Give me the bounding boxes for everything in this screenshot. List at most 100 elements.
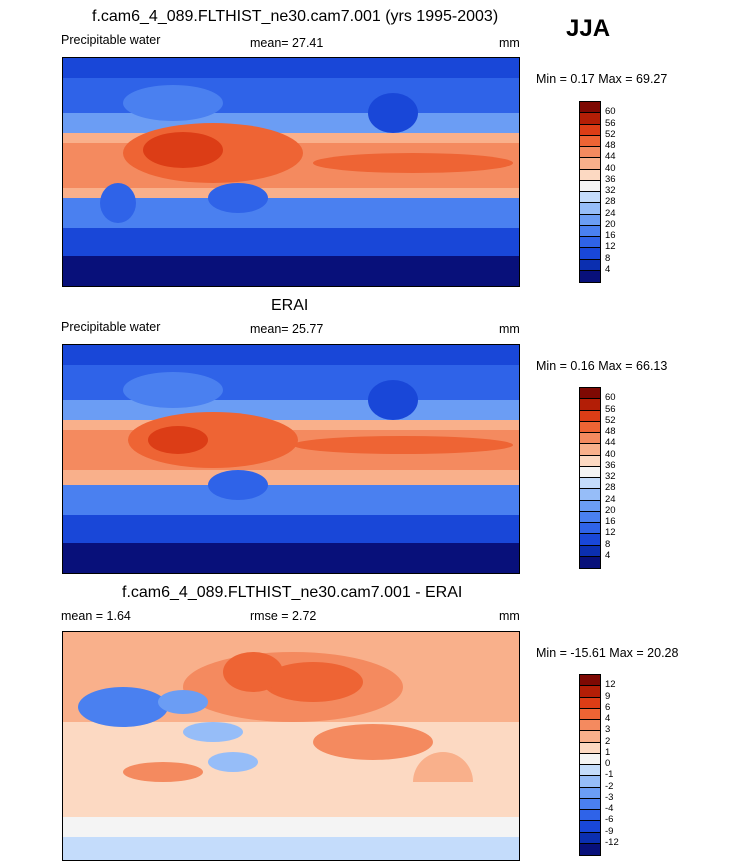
colorbar-tick-label: 4 xyxy=(605,263,611,275)
colorbar-tick-label: 2 xyxy=(605,735,611,747)
colorbar-tick-label: -12 xyxy=(605,836,619,848)
colorbar-box xyxy=(580,203,600,215)
panel-3-colorbar xyxy=(579,674,601,856)
colorbar-box xyxy=(580,810,600,822)
colorbar-tick-label: 52 xyxy=(605,414,616,426)
colorbar-tick-label: 8 xyxy=(605,252,611,264)
colorbar-box xyxy=(580,259,600,271)
panel-3-map-field xyxy=(63,632,519,860)
colorbar-box xyxy=(580,466,600,478)
colorbar-box xyxy=(580,686,600,698)
colorbar-box xyxy=(580,765,600,777)
colorbar-tick-label: 44 xyxy=(605,151,616,163)
colorbar-tick-label: 3 xyxy=(605,724,611,736)
colorbar-tick-label: 28 xyxy=(605,482,616,494)
colorbar-tick-label: -4 xyxy=(605,803,614,814)
season-label: JJA xyxy=(566,15,611,42)
colorbar-tick-label: 24 xyxy=(605,207,616,219)
panel-2-map-field xyxy=(63,345,519,573)
panel-2-map xyxy=(62,344,520,574)
colorbar-box xyxy=(580,478,600,490)
colorbar-box xyxy=(580,720,600,732)
colorbar-tick-label: 1 xyxy=(605,746,611,758)
colorbar-tick-label: 60 xyxy=(605,106,616,118)
colorbar-box xyxy=(580,675,600,687)
colorbar-tick-label: 9 xyxy=(605,690,611,702)
colorbar-tick-label: -6 xyxy=(605,814,614,826)
panel-3-rmse-label: rmse = 2.72 xyxy=(250,609,317,623)
colorbar-tick-label: 48 xyxy=(605,426,616,437)
colorbar-tick-label: 36 xyxy=(605,173,616,185)
colorbar-box xyxy=(580,523,600,535)
colorbar-box xyxy=(580,410,600,422)
panel-2-units-label: mm xyxy=(499,322,520,336)
colorbar-tick-label: 4 xyxy=(605,713,611,724)
panel-3-units-label: mm xyxy=(499,609,520,623)
panel-3-minmax-label: Min = -15.61 Max = 20.28 xyxy=(536,646,679,660)
colorbar-tick-label: 44 xyxy=(605,437,616,449)
colorbar-box xyxy=(580,102,600,114)
colorbar-tick-label: 32 xyxy=(605,471,616,482)
colorbar-box xyxy=(580,158,600,170)
colorbar-box xyxy=(580,787,600,799)
colorbar-box xyxy=(580,556,600,568)
panel-1-title: f.cam6_4_089.FLTHIST_ne30.cam7.001 (yrs … xyxy=(92,8,499,25)
colorbar-tick-label: 36 xyxy=(605,459,616,471)
colorbar-box xyxy=(580,455,600,467)
panel-2-title: ERAI xyxy=(271,297,309,314)
panel-3-mean-label: mean = 1.64 xyxy=(61,609,131,623)
colorbar-tick-label: 8 xyxy=(605,538,611,550)
panel-2-minmax-label: Min = 0.16 Max = 66.13 xyxy=(536,359,668,373)
colorbar-box xyxy=(580,124,600,136)
colorbar-tick-label: 40 xyxy=(605,162,616,174)
colorbar-box xyxy=(580,708,600,720)
colorbar-tick-label: 56 xyxy=(605,117,616,129)
colorbar-tick-label: 0 xyxy=(605,758,611,769)
colorbar-box xyxy=(580,388,600,400)
panel-1-minmax-label: Min = 0.17 Max = 69.27 xyxy=(536,72,668,86)
colorbar-tick-label: 12 xyxy=(605,241,616,253)
colorbar-tick-label: 12 xyxy=(605,527,616,539)
colorbar-box xyxy=(580,753,600,765)
colorbar-box xyxy=(580,798,600,810)
colorbar-tick-label: 40 xyxy=(605,448,616,460)
colorbar-tick-label: -3 xyxy=(605,791,614,803)
panel-1-colorbar xyxy=(579,101,601,283)
colorbar-box xyxy=(580,832,600,844)
colorbar-tick-label: 4 xyxy=(605,549,611,561)
colorbar-box xyxy=(580,180,600,192)
colorbar-box xyxy=(580,500,600,512)
colorbar-tick-label: 12 xyxy=(605,679,616,691)
colorbar-box xyxy=(580,511,600,523)
colorbar-box xyxy=(580,135,600,147)
colorbar-box xyxy=(580,248,600,260)
panel-3-map xyxy=(62,631,520,861)
panel-1-variable-label: Precipitable water xyxy=(61,33,161,47)
colorbar-box xyxy=(580,433,600,445)
colorbar-tick-label: 28 xyxy=(605,196,616,208)
colorbar-tick-label: 24 xyxy=(605,493,616,505)
colorbar-tick-label: 20 xyxy=(605,218,616,230)
colorbar-box xyxy=(580,731,600,743)
colorbar-box xyxy=(580,270,600,282)
panel-1-map xyxy=(62,57,520,287)
colorbar-box xyxy=(580,843,600,855)
colorbar-box xyxy=(580,225,600,237)
colorbar-box xyxy=(580,214,600,226)
colorbar-box xyxy=(580,489,600,501)
colorbar-box xyxy=(580,742,600,754)
colorbar-tick-label: -9 xyxy=(605,825,614,837)
colorbar-tick-label: 32 xyxy=(605,185,616,196)
colorbar-tick-label: -1 xyxy=(605,769,614,781)
panel-2-variable-label: Precipitable water xyxy=(61,320,161,334)
colorbar-box xyxy=(580,237,600,249)
colorbar-box xyxy=(580,545,600,557)
panel-2-mean-label: mean= 25.77 xyxy=(250,322,324,336)
colorbar-box xyxy=(580,534,600,546)
panel-2-colorbar xyxy=(579,387,601,569)
colorbar-box xyxy=(580,147,600,159)
colorbar-box xyxy=(580,776,600,788)
colorbar-box xyxy=(580,399,600,411)
colorbar-tick-label: 20 xyxy=(605,504,616,516)
panel-1-units-label: mm xyxy=(499,36,520,50)
